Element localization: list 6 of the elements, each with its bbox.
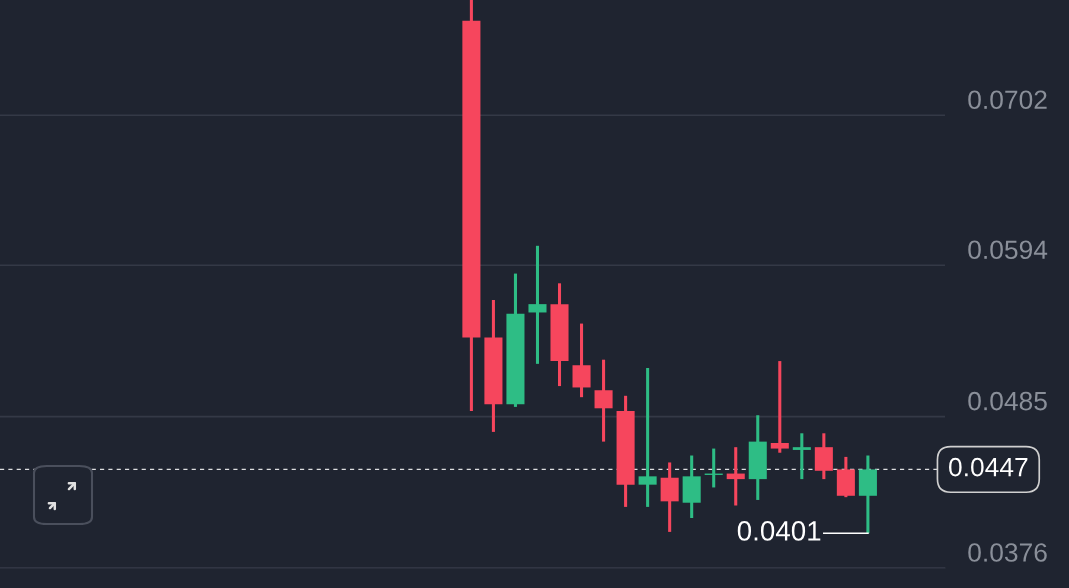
y-tick-label: 0.0485 (968, 391, 1047, 411)
y-tick-label: 0.0594 (968, 240, 1048, 260)
y-tick-label: 0.0376 (968, 543, 1047, 562)
ref-line-label: 0.0447 (949, 457, 1028, 477)
y-tick-label: 0.0702 (968, 90, 1047, 110)
annotation: 0.0401 (737, 521, 821, 541)
